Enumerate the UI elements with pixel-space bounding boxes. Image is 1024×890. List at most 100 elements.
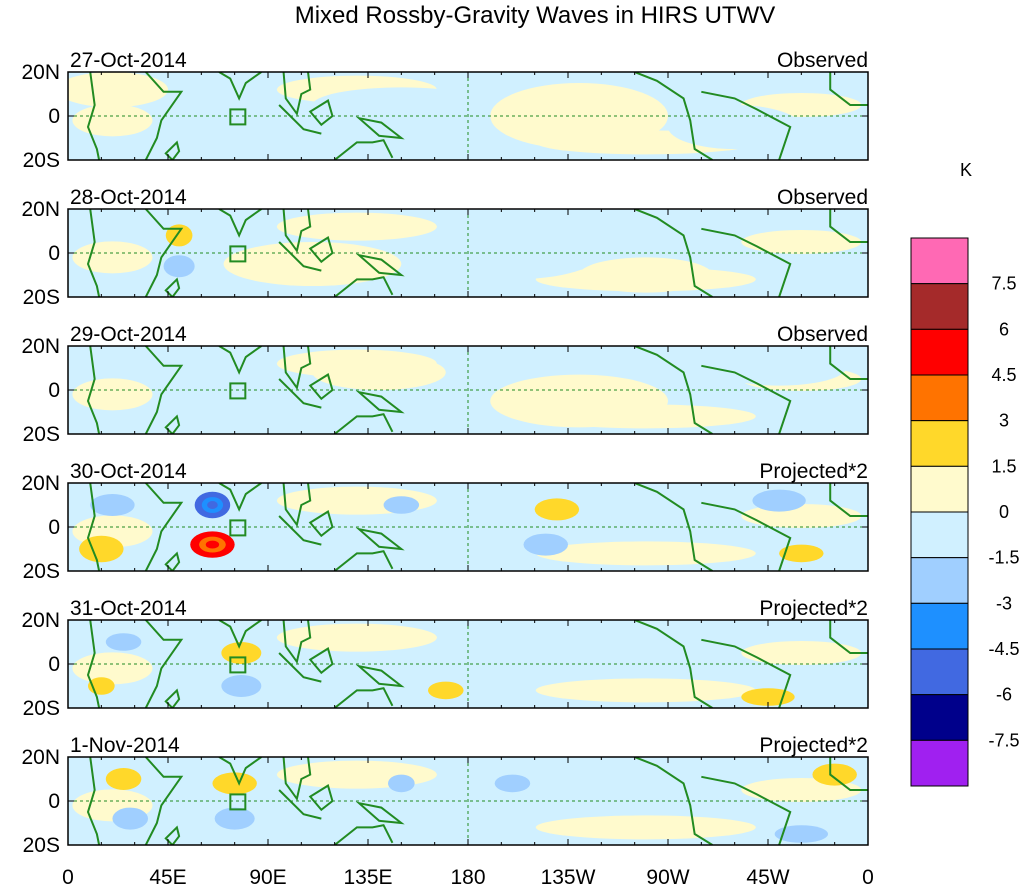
anomaly-blob	[752, 489, 806, 512]
colorbar-label: -7.5	[988, 730, 1019, 750]
colorbar-cell	[910, 328, 969, 376]
coastline	[334, 824, 394, 845]
panel-date: 28-Oct-2014	[70, 186, 187, 209]
y-tick-label: 0	[48, 790, 60, 813]
coastline	[829, 209, 868, 243]
coastline	[355, 253, 405, 277]
x-tick-label: 180	[450, 866, 485, 889]
y-tick-label: 0	[48, 379, 60, 402]
colorbar-cell	[910, 420, 969, 467]
anomaly-blob	[221, 642, 262, 664]
colorbar-cell	[910, 237, 969, 285]
anomaly-band	[72, 104, 153, 137]
anomaly-band	[72, 241, 153, 274]
colorbar-label: 4.5	[991, 365, 1016, 385]
anomaly-blob	[105, 768, 142, 790]
colorbar-cell	[910, 283, 969, 330]
y-tick-label: 20N	[21, 746, 60, 769]
x-tick-label: 0	[62, 866, 74, 889]
anomaly-blob	[428, 681, 464, 700]
panel-type-label: Observed	[777, 323, 868, 346]
coastline	[634, 209, 713, 297]
panel-type-label: Observed	[777, 49, 868, 72]
coastline	[282, 757, 312, 802]
coastline	[278, 789, 322, 820]
anomaly-band	[535, 541, 756, 566]
coastline	[164, 140, 181, 160]
colorbar-cell	[910, 602, 969, 650]
coastline	[144, 757, 184, 845]
anomaly-band	[276, 623, 437, 652]
anomaly-blob	[212, 772, 257, 795]
coastline	[144, 72, 184, 160]
panel-date: 29-Oct-2014	[70, 323, 187, 346]
colorbar-label: 7.5	[991, 274, 1016, 294]
panel-type-label: Projected*2	[759, 460, 868, 483]
anomaly-blob	[383, 496, 420, 514]
coastline	[701, 501, 792, 571]
coastline	[218, 209, 262, 238]
coastline	[634, 346, 713, 434]
y-tick-label: 0	[48, 105, 60, 128]
colorbar-label: 3	[999, 411, 1009, 431]
coastline	[144, 209, 184, 297]
y-tick-label: 20N	[21, 609, 60, 632]
coastline	[86, 72, 101, 160]
anomaly-blob	[312, 87, 491, 123]
coastline	[355, 664, 405, 688]
panel-type-label: Projected*2	[759, 597, 868, 620]
coastline	[829, 757, 868, 791]
anomaly-band	[72, 652, 153, 685]
coastline	[282, 209, 312, 254]
anomaly-blob	[221, 675, 262, 697]
panel-date: 31-Oct-2014	[70, 597, 187, 620]
colorbar-cell	[910, 694, 969, 741]
coastline	[355, 116, 405, 140]
y-tick-label: 20S	[23, 834, 60, 857]
coastline	[701, 227, 792, 297]
colorbar-label: -3	[996, 593, 1012, 613]
coastline	[355, 527, 405, 551]
coastline	[278, 652, 322, 683]
anomaly-band	[276, 212, 437, 241]
colorbar-cell	[910, 511, 969, 559]
panel-date: 30-Oct-2014	[70, 460, 187, 483]
coastline	[164, 414, 181, 434]
anomaly-blob	[312, 354, 446, 390]
panel-type-label: Observed	[777, 186, 868, 209]
coastline	[829, 483, 868, 517]
x-tick-label: 90E	[249, 866, 286, 889]
colorbar-cell	[910, 648, 969, 696]
anomaly-band	[535, 815, 756, 840]
anomaly-blob	[79, 535, 124, 563]
y-tick-label: 20N	[21, 198, 60, 221]
x-tick-label: 135E	[343, 866, 392, 889]
region-box	[229, 519, 247, 537]
coastline	[829, 346, 868, 380]
coastline	[701, 364, 792, 434]
coastline	[86, 620, 101, 708]
coastline	[334, 687, 394, 708]
coastline	[701, 638, 792, 708]
x-tick-label: 0	[862, 866, 874, 889]
x-tick-label: 135W	[541, 866, 596, 889]
coastline	[144, 346, 184, 434]
anomaly-band	[741, 230, 862, 254]
coastline	[634, 72, 713, 160]
x-tick-label: 45W	[746, 866, 789, 889]
region-box	[229, 245, 247, 263]
anomaly-blob	[490, 374, 668, 428]
coastline	[218, 757, 262, 786]
coastline	[278, 515, 322, 546]
coastline	[634, 757, 713, 845]
coastline	[634, 483, 713, 571]
coastline	[282, 620, 312, 665]
coastline	[282, 346, 312, 391]
y-tick-label: 0	[48, 242, 60, 265]
colorbar-label: 1.5	[991, 456, 1016, 476]
coastline	[829, 72, 868, 106]
coastline	[164, 825, 181, 845]
region-box	[229, 793, 247, 811]
colorbar-cell	[910, 465, 969, 513]
